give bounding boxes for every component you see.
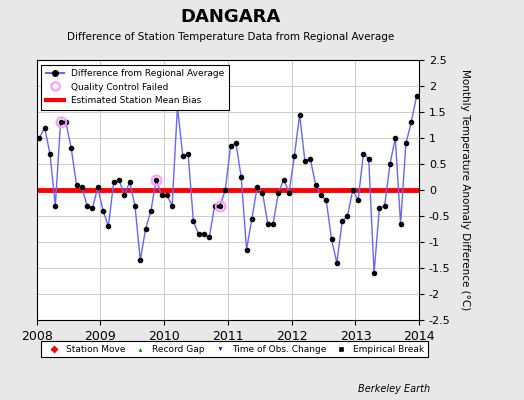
Text: Berkeley Earth: Berkeley Earth (357, 384, 430, 394)
Y-axis label: Monthly Temperature Anomaly Difference (°C): Monthly Temperature Anomaly Difference (… (460, 69, 470, 311)
Text: Difference of Station Temperature Data from Regional Average: Difference of Station Temperature Data f… (67, 32, 394, 42)
Legend: Station Move, Record Gap, Time of Obs. Change, Empirical Break: Station Move, Record Gap, Time of Obs. C… (41, 341, 428, 358)
Legend: Difference from Regional Average, Quality Control Failed, Estimated Station Mean: Difference from Regional Average, Qualit… (41, 64, 229, 110)
Text: DANGARA: DANGARA (180, 8, 281, 26)
